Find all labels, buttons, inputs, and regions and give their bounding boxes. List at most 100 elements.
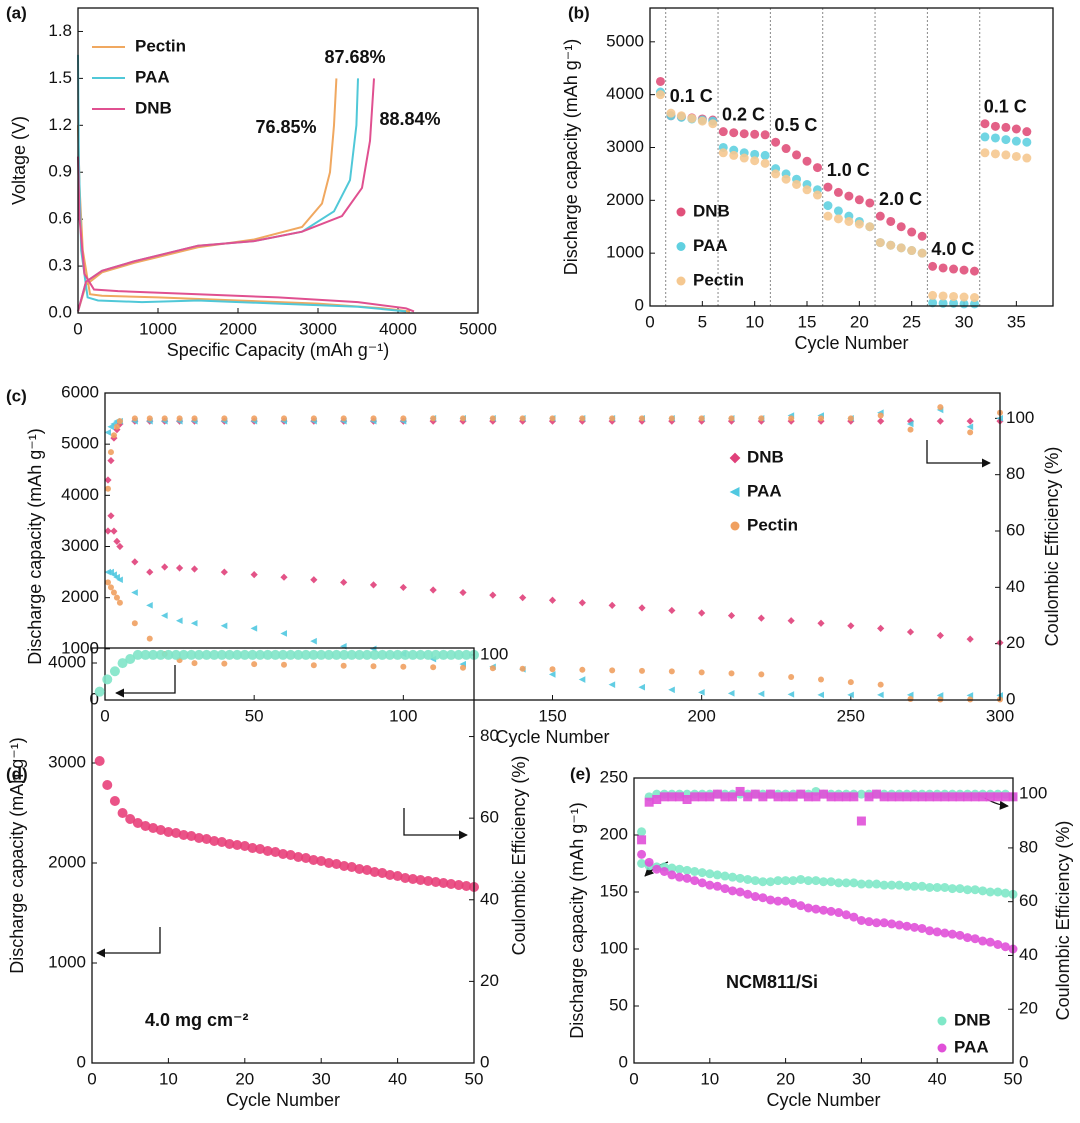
- marker-circle: [735, 873, 745, 883]
- marker-circle: [446, 649, 457, 660]
- marker-circle: [796, 901, 806, 911]
- marker-diamond: [107, 456, 115, 465]
- x-tick-label: 10: [745, 312, 764, 331]
- marker-circle: [430, 664, 437, 671]
- marker-circle: [148, 823, 159, 833]
- marker-circle: [970, 885, 980, 895]
- plot-frame: [91, 647, 475, 1064]
- marker-circle: [909, 922, 919, 932]
- marker-circle: [955, 884, 965, 894]
- marker-diamond: [107, 512, 115, 520]
- marker-circle: [902, 881, 912, 891]
- marker-circle: [937, 1016, 947, 1026]
- marker-circle: [917, 248, 927, 258]
- marker-circle: [781, 174, 791, 184]
- marker-diamond: [817, 619, 825, 627]
- marker-circle: [163, 827, 174, 837]
- marker-circle: [887, 919, 897, 929]
- marker-diamond: [116, 542, 124, 551]
- marker-circle: [854, 219, 864, 229]
- marker-circle: [300, 853, 311, 863]
- marker-circle: [278, 849, 288, 859]
- x-tick-label: 40: [928, 1069, 947, 1088]
- marker-circle: [826, 877, 836, 887]
- y2-axis-title: Coulombic Efficiency (%): [509, 756, 529, 956]
- marker-square: [864, 792, 874, 802]
- marker-circle: [362, 865, 373, 875]
- marker-triangle: [668, 686, 675, 694]
- y2-tick-label: 0: [1006, 689, 1015, 708]
- plot-frame: [104, 392, 1001, 701]
- marker-circle: [690, 866, 700, 876]
- y-tick-label: 3000: [61, 536, 99, 555]
- marker-circle: [676, 276, 686, 286]
- marker-circle: [1000, 942, 1010, 952]
- marker-circle: [369, 649, 380, 660]
- y2-tick-label: 80: [1006, 464, 1025, 483]
- marker-circle: [461, 649, 472, 660]
- marker-square: [955, 792, 965, 802]
- marker-circle: [758, 893, 768, 903]
- marker-circle: [875, 238, 885, 248]
- marker-circle: [967, 429, 974, 436]
- marker-circle: [346, 649, 357, 660]
- marker-circle: [666, 108, 676, 118]
- marker-circle: [285, 649, 296, 660]
- marker-circle: [370, 663, 377, 670]
- marker-circle: [453, 649, 464, 660]
- marker-circle: [676, 242, 686, 251]
- marker-circle: [438, 649, 449, 660]
- marker-circle: [655, 76, 665, 86]
- x-tick-label: 0: [629, 1069, 638, 1088]
- marker-circle: [758, 415, 765, 422]
- marker-circle: [729, 128, 739, 138]
- x-tick-label: 50: [1004, 1069, 1023, 1088]
- marker-square: [735, 786, 745, 796]
- marker-circle: [171, 649, 182, 660]
- marker-circle: [400, 873, 411, 883]
- marker-circle: [216, 649, 227, 660]
- marker-circle: [788, 415, 795, 422]
- marker-triangle: [220, 622, 228, 630]
- marker-circle: [985, 887, 995, 897]
- marker-circle: [735, 887, 745, 897]
- marker-square: [750, 789, 760, 799]
- marker-circle: [932, 882, 942, 892]
- marker-diamond: [310, 576, 318, 584]
- y2-tick-label: 0: [1019, 1052, 1028, 1071]
- marker-circle: [104, 485, 111, 492]
- marker-circle: [796, 874, 806, 884]
- marker-circle: [928, 261, 938, 271]
- legend-label: Pectin: [747, 515, 798, 534]
- marker-circle: [819, 905, 828, 915]
- marker-circle: [788, 876, 798, 886]
- marker-circle: [1001, 135, 1011, 145]
- marker-circle: [758, 877, 768, 887]
- marker-circle: [865, 198, 875, 208]
- marker-circle: [178, 830, 189, 840]
- x-tick-label: 200: [687, 706, 715, 725]
- x-tick-label: 50: [465, 1069, 484, 1088]
- y2-tick-label: 100: [1006, 408, 1034, 427]
- y-tick-label: 50: [609, 995, 628, 1014]
- y-tick-label: 1000: [48, 952, 86, 971]
- legend-label: DNB: [954, 1010, 991, 1029]
- marker-diamond: [131, 558, 139, 566]
- marker-circle: [970, 934, 980, 944]
- marker-square: [652, 795, 662, 805]
- marker-circle: [224, 649, 235, 660]
- marker-circle: [308, 855, 319, 865]
- marker-circle: [697, 868, 707, 878]
- marker-circle: [140, 821, 151, 831]
- marker-diamond: [727, 611, 736, 620]
- marker-circle: [310, 415, 317, 422]
- marker-circle: [262, 846, 273, 856]
- marker-square: [659, 792, 669, 802]
- marker-triangle: [548, 671, 556, 678]
- marker-circle: [886, 216, 896, 226]
- marker-circle: [224, 839, 235, 849]
- marker-circle: [221, 660, 228, 667]
- x-tick-label: 20: [776, 1069, 795, 1088]
- x-tick-label: 0: [100, 706, 109, 725]
